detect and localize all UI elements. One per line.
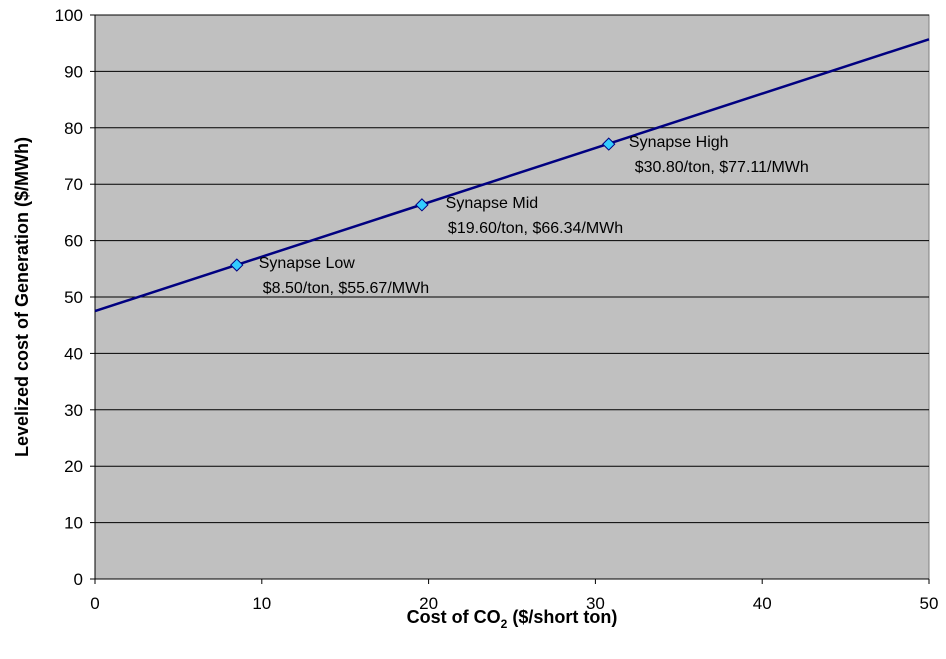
y-tick-label: 20 — [64, 457, 83, 476]
x-axis-title-prefix: Cost of CO — [407, 607, 501, 627]
x-axis-title-subscript: 2 — [501, 617, 508, 631]
y-tick-label: 90 — [64, 62, 83, 81]
annotation-values: $8.50/ton, $55.67/MWh — [263, 280, 429, 297]
points-layer — [230, 137, 616, 272]
y-tick-label: 40 — [64, 344, 83, 363]
x-axis-title: Cost of CO2 ($/short ton) — [407, 607, 618, 631]
x-axis-title-suffix: ($/short ton) — [507, 607, 617, 627]
tick-labels: 0 10 20 30 40 50 60 70 80 90 100 0 10 20 30 40 50 — [55, 6, 939, 613]
annotation-values: $30.80/ton, $77.11/MWh — [635, 159, 809, 176]
data-point-marker — [415, 198, 429, 212]
y-tick-label: 70 — [64, 175, 83, 194]
annotation-name: Synapse Low — [259, 255, 356, 272]
y-tick-label: 30 — [64, 401, 83, 420]
x-tick-label: 0 — [90, 594, 99, 613]
annotation-name: Synapse High — [629, 134, 729, 151]
annotations-layer: Synapse Low $8.50/ton, $55.67/MWhSynapse … — [259, 134, 809, 297]
data-point-annotation: Synapse Low $8.50/ton, $55.67/MWh — [259, 255, 429, 297]
y-axis-title: Levelized cost of Generation ($/MWh) — [12, 137, 32, 457]
x-tick-label: 10 — [252, 594, 271, 613]
y-tick-label: 100 — [55, 6, 83, 25]
y-tick-label: 10 — [64, 514, 83, 533]
data-point-marker — [602, 137, 616, 151]
annotation-values: $19.60/ton, $66.34/MWh — [448, 220, 623, 237]
x-tick-label: 20 — [419, 594, 438, 613]
y-tick-label: 50 — [64, 288, 83, 307]
x-tick-label: 50 — [920, 594, 939, 613]
y-tick-label: 0 — [74, 570, 83, 589]
data-point-annotation: Synapse High $30.80/ton, $77.11/MWh — [629, 134, 809, 176]
y-tick-label: 60 — [64, 232, 83, 251]
x-tick-label: 40 — [753, 594, 772, 613]
x-tick-label: 30 — [586, 594, 605, 613]
annotation-name: Synapse Mid — [446, 195, 539, 212]
data-point-annotation: Synapse Mid $19.60/ton, $66.34/MWh — [446, 195, 623, 237]
gridlines — [94, 14, 930, 580]
data-point-marker — [230, 258, 244, 272]
y-tick-label: 80 — [64, 119, 83, 138]
